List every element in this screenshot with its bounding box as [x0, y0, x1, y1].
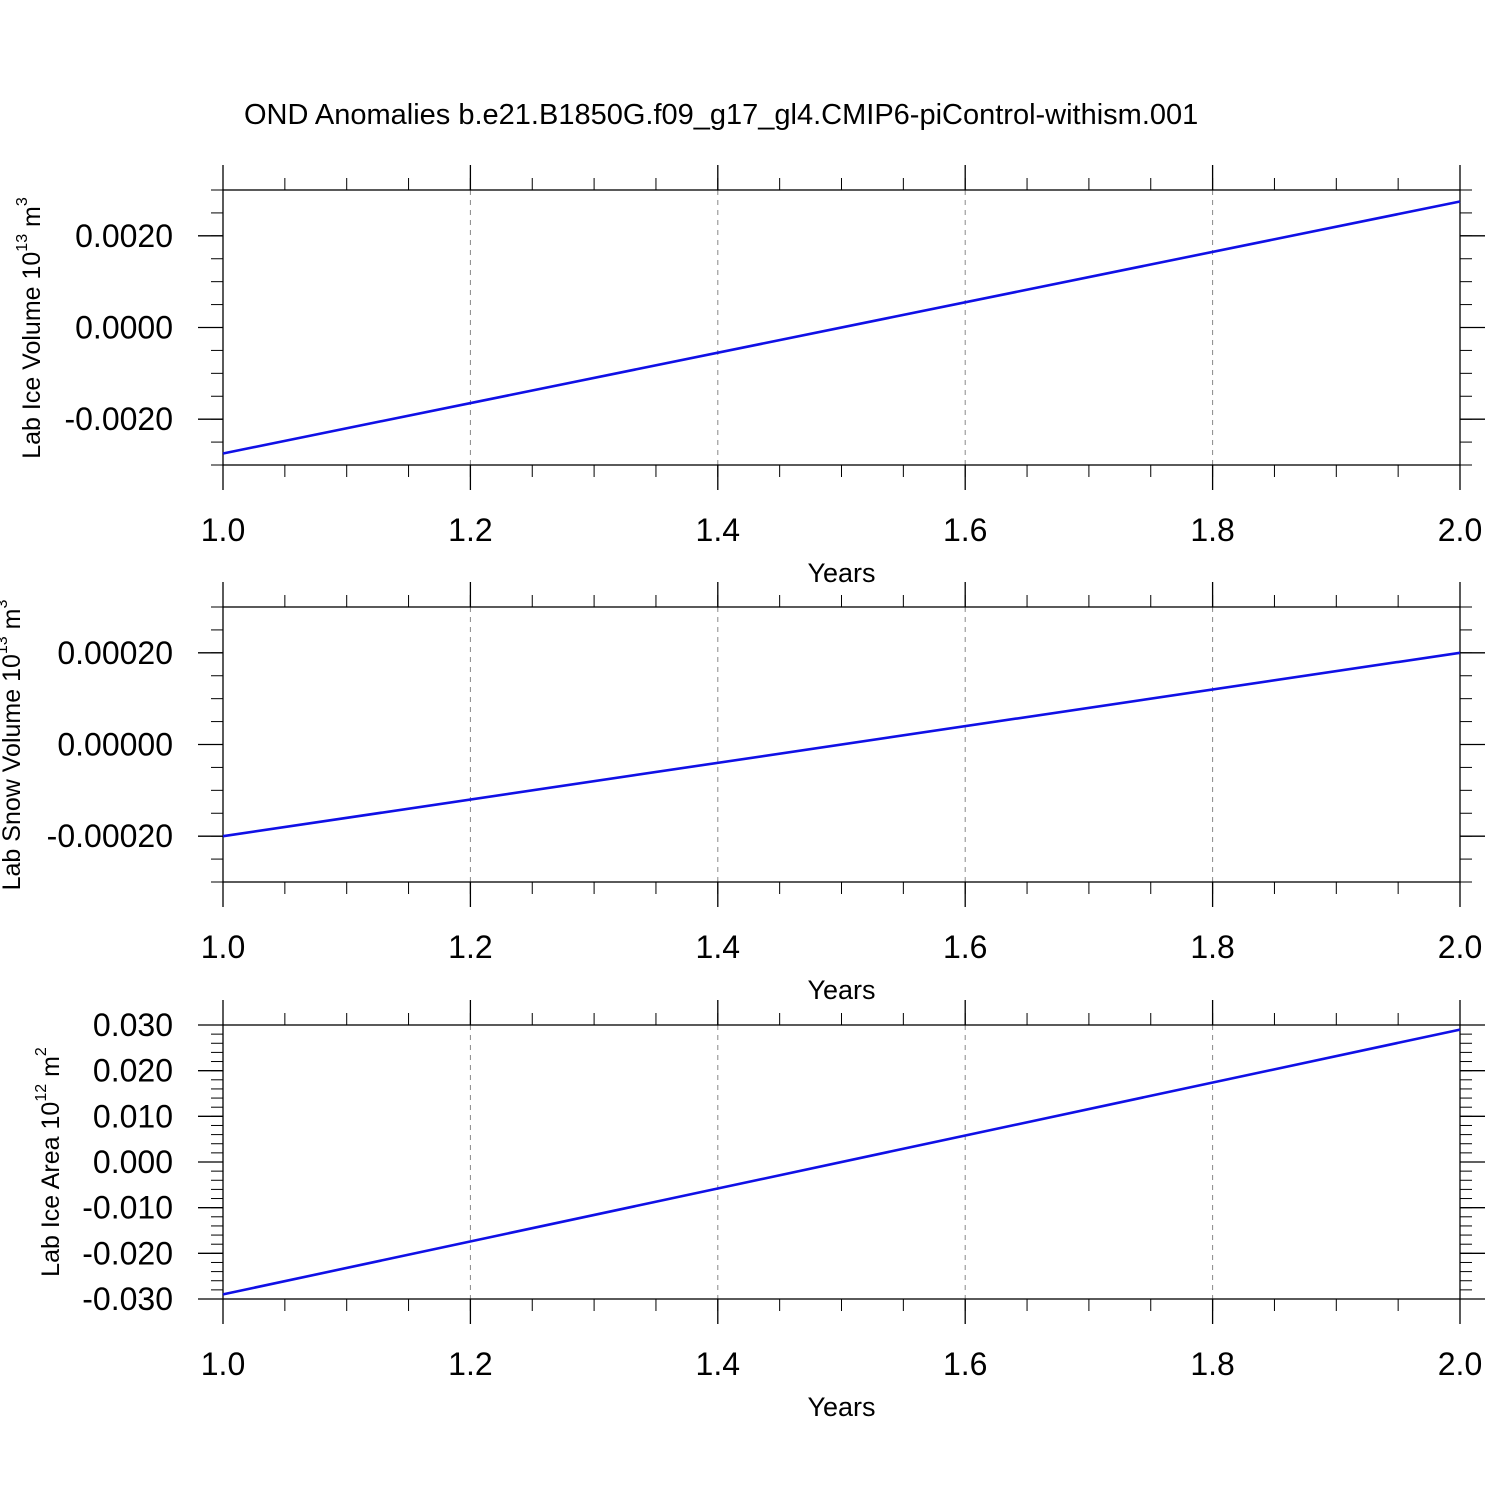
x-tick-label: 1.8 [1190, 512, 1234, 548]
y-tick-label: -0.020 [82, 1235, 173, 1271]
x-tick-label: 1.0 [201, 1346, 245, 1382]
y-tick-label: 0.00000 [57, 727, 173, 763]
x-axis-label: Years [807, 558, 875, 588]
y-tick-label: 0.010 [93, 1098, 173, 1134]
x-tick-label: 2.0 [1438, 929, 1482, 965]
series-line [223, 1030, 1460, 1295]
x-tick-label: 1.4 [696, 512, 740, 548]
x-tick-label: 2.0 [1438, 1346, 1482, 1382]
snow-volume-panel: 1.0 1.2 1.4 1.6 1.8 2.0 Years -0.00020 0.00000 0.… [0, 582, 1485, 1005]
y-tick-label: 0.00020 [57, 635, 173, 671]
y-tick-label: -0.00020 [47, 818, 173, 854]
series-line [223, 202, 1460, 454]
y-axis-label: Lab Snow Volume 1013 m3 [0, 600, 26, 891]
series-line [223, 653, 1460, 836]
x-tick-label: 1.2 [448, 929, 492, 965]
x-tick-label: 1.4 [696, 929, 740, 965]
x-tick-label: 1.6 [943, 512, 987, 548]
y-tick-label: -0.030 [82, 1281, 173, 1317]
y-tick-label: -0.010 [82, 1190, 173, 1226]
y-tick-label: 0.000 [93, 1144, 173, 1180]
x-tick-label: 1.8 [1190, 929, 1234, 965]
y-tick-label: 0.030 [93, 1007, 173, 1043]
ice-area-panel: 1.0 1.2 1.4 1.6 1.8 2.0 Years -0.030 -0.020 -0.01… [33, 1000, 1485, 1422]
x-tick-label: 1.2 [448, 1346, 492, 1382]
y-tick-label: -0.0020 [64, 401, 173, 437]
y-tick-label: 0.0020 [75, 218, 173, 254]
x-tick-label: 1.2 [448, 512, 492, 548]
x-tick-label: 1.6 [943, 929, 987, 965]
y-axis-label: Lab Ice Volume 1013 m3 [14, 197, 45, 459]
y-tick-label: 0.0000 [75, 310, 173, 346]
x-tick-label: 1.6 [943, 1346, 987, 1382]
x-tick-label: 2.0 [1438, 512, 1482, 548]
x-tick-label: 1.0 [201, 512, 245, 548]
y-tick-label: 0.020 [93, 1053, 173, 1089]
ice-volume-panel: 1.0 1.2 1.4 1.6 1.8 2.0 Years -0.0020 0.0000 0.00… [14, 165, 1485, 588]
x-tick-label: 1.0 [201, 929, 245, 965]
x-tick-label: 1.8 [1190, 1346, 1234, 1382]
y-axis-label: Lab Ice Area 1012 m2 [33, 1047, 64, 1277]
x-tick-label: 1.4 [696, 1346, 740, 1382]
x-axis-label: Years [807, 975, 875, 1005]
x-axis-label: Years [807, 1392, 875, 1422]
